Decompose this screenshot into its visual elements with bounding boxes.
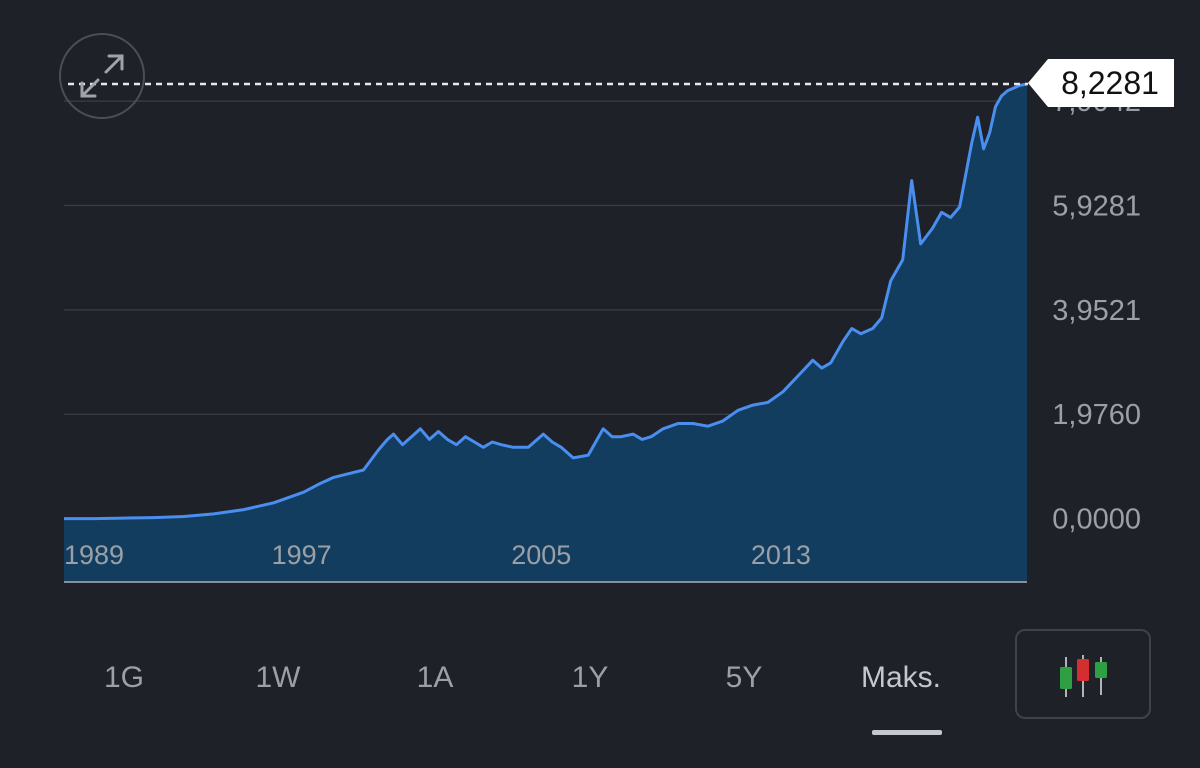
current-price-tag: 8,2281 [1028, 59, 1174, 107]
active-tab-indicator [872, 730, 942, 735]
tab-1w[interactable]: 1W [255, 661, 301, 694]
y-tick-label: 5,9281 [1052, 190, 1141, 222]
x-tick-label: 1989 [64, 540, 124, 570]
area-fill [64, 84, 1027, 582]
x-tick-label: 2013 [751, 540, 811, 570]
current-price-value: 8,2281 [1061, 65, 1159, 101]
tab-1y[interactable]: 1Y [571, 661, 609, 694]
tab-1a[interactable]: 1A [416, 661, 454, 694]
range-tab-bar: 1G 1W 1A 1Y 5Y Maks. [40, 630, 1000, 735]
chart-type-button[interactable] [1015, 629, 1151, 719]
y-tick-label: 1,9760 [1052, 399, 1141, 431]
x-tick-label: 2005 [511, 540, 571, 570]
candlestick-icon [1060, 655, 1107, 697]
x-axis-ticks: 1989 1997 2005 2013 [64, 540, 811, 570]
tab-maks-label: Maks. [860, 661, 941, 694]
y-tick-label: 3,9521 [1052, 295, 1141, 327]
y-tick-label: 0,0000 [1052, 504, 1141, 536]
price-line [64, 82, 1028, 521]
tab-maks[interactable]: Maks. [836, 654, 966, 735]
tab-1g[interactable]: 1G [103, 661, 145, 694]
tab-5y[interactable]: 5Y [725, 661, 763, 694]
expand-button[interactable] [59, 33, 145, 119]
expand-icon [80, 54, 124, 98]
x-tick-label: 1997 [272, 540, 332, 570]
